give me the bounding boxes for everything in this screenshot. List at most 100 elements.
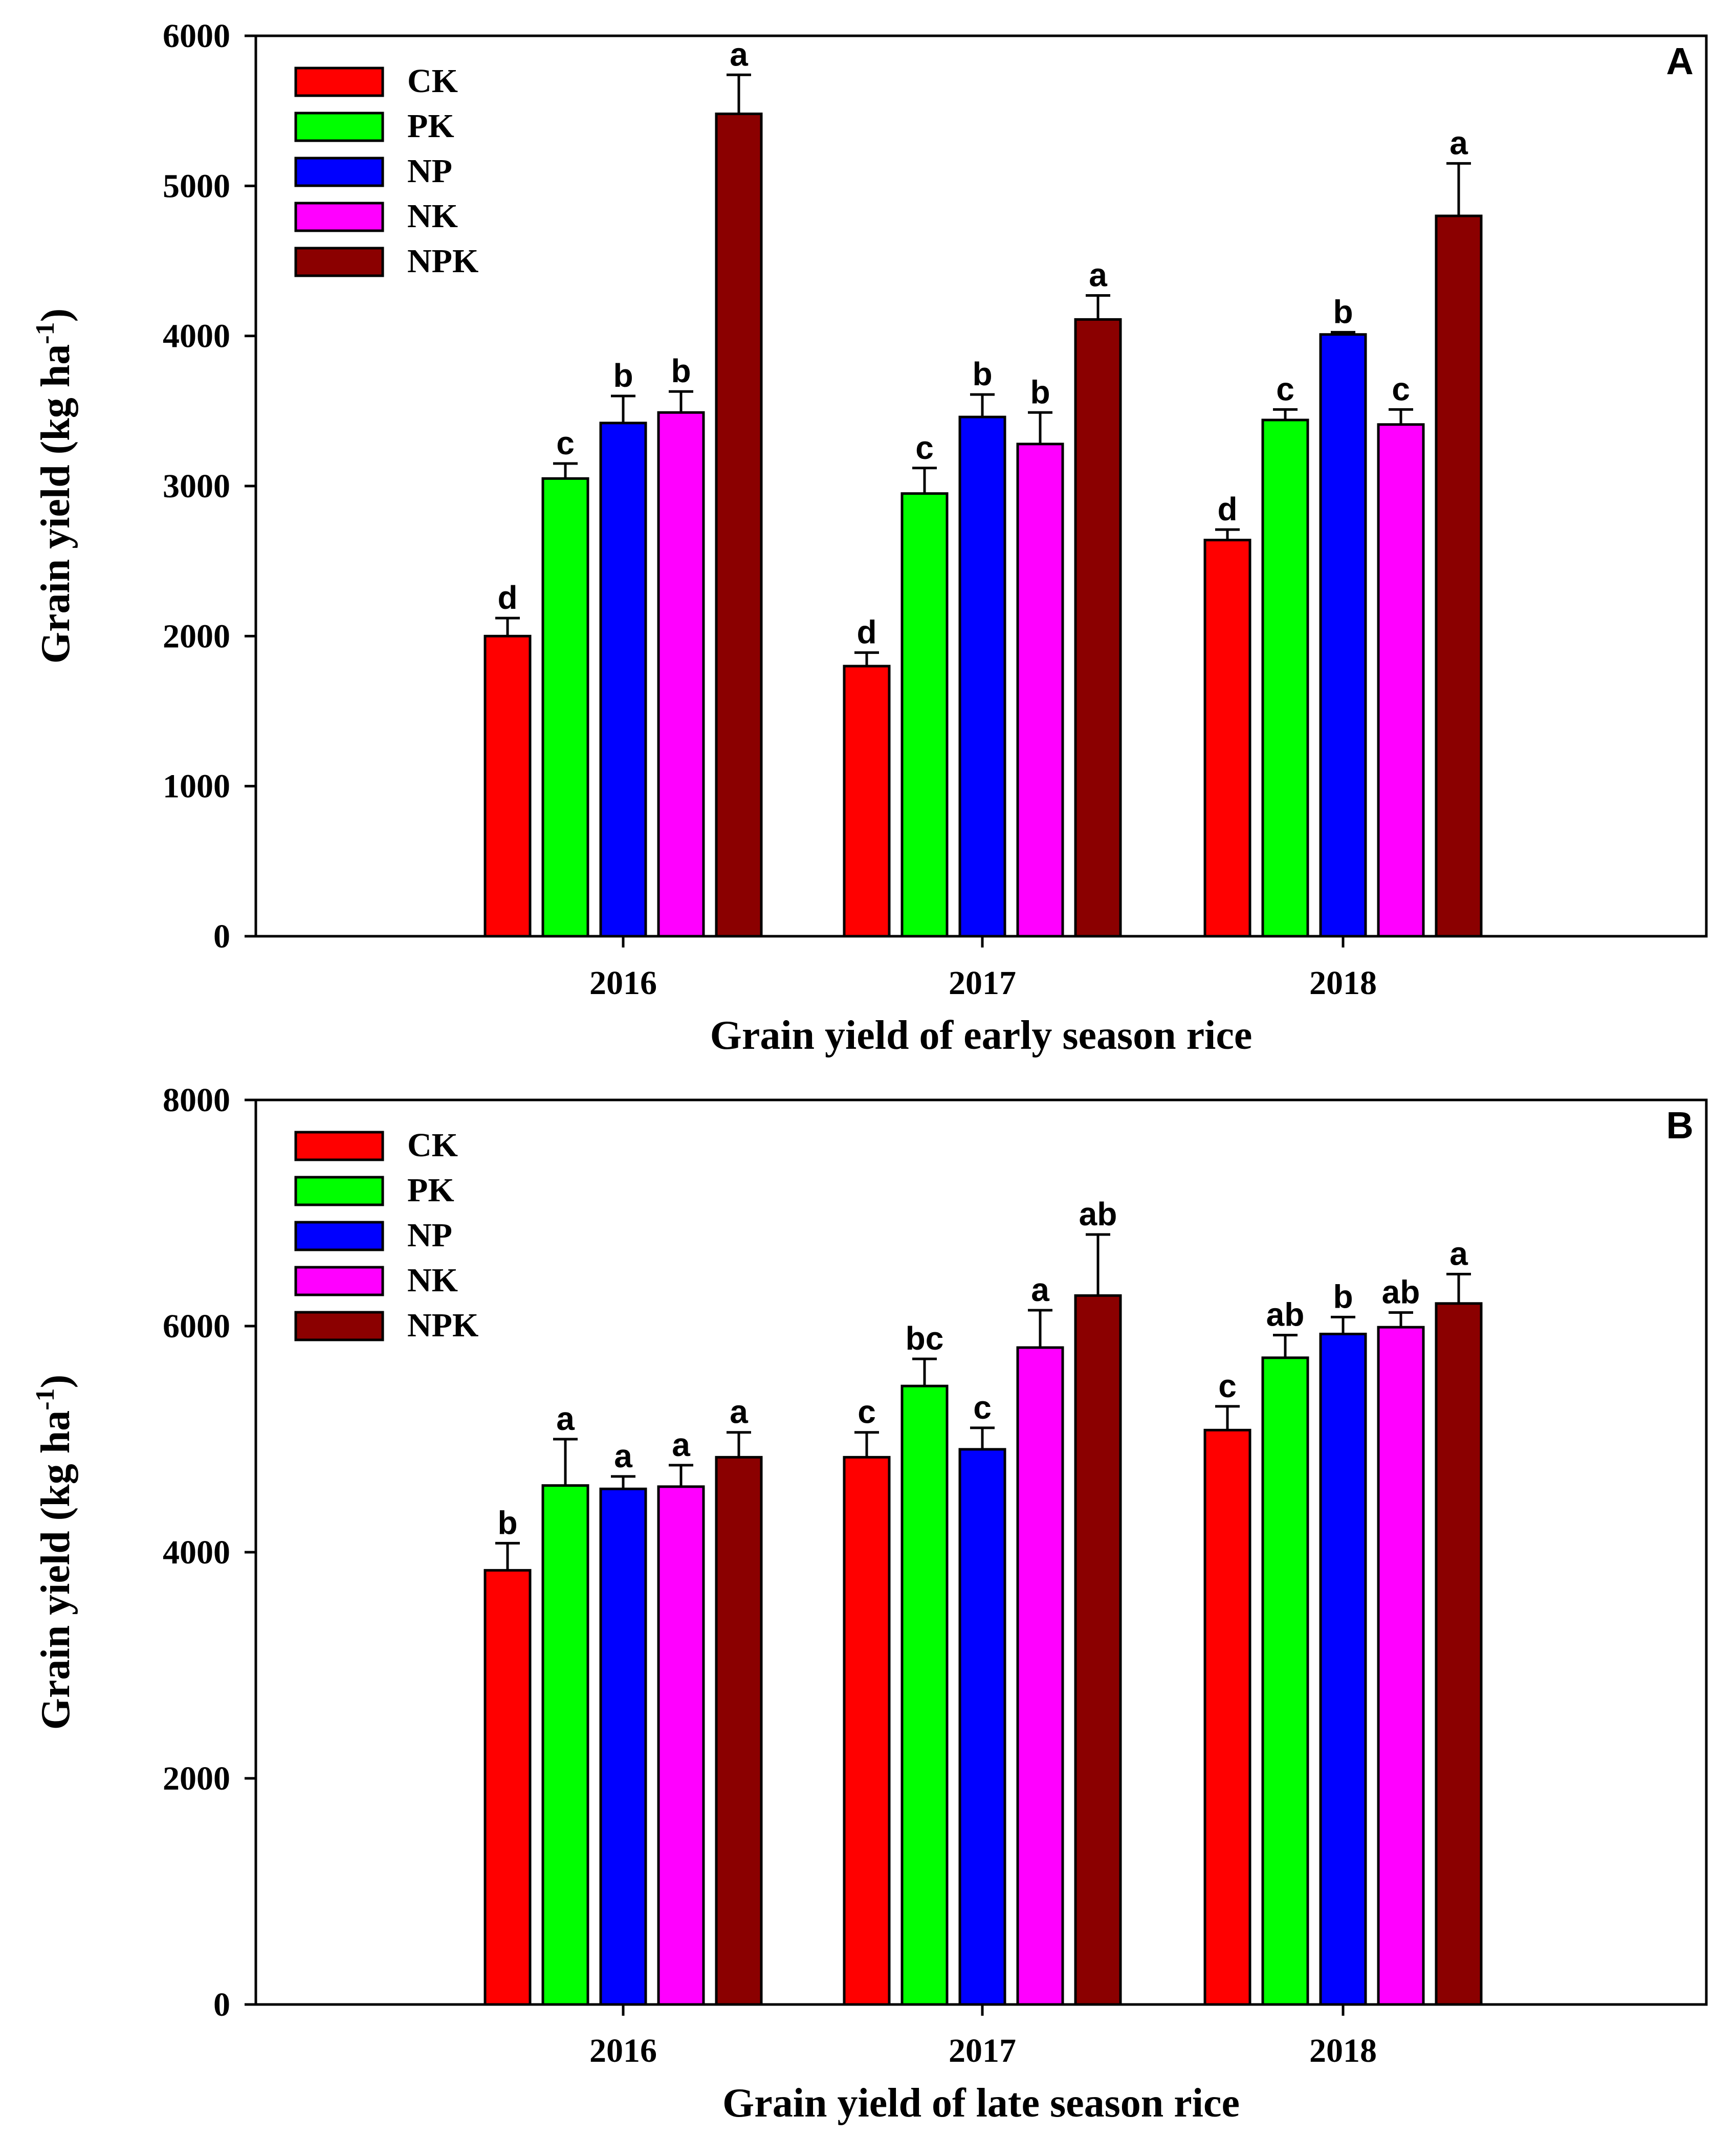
bar-ck-2017 [843,1456,891,2006]
significance-label: ab [1382,1273,1420,1310]
significance-label: d [497,579,517,616]
legend-swatch-nk [294,202,384,232]
legend-swatch-npk [294,247,384,277]
x-axis-label: Grain yield of late season rice [722,2081,1240,2126]
bar-np-2018 [1319,1332,1367,2006]
y-axis-label: Grain yield (kg ha-1) [31,1375,78,1730]
bar-ck-2017 [843,665,891,938]
bar-npk-2018 [1435,214,1483,938]
y-tick-label: 0 [213,1986,230,2023]
legend-label-nk: NK [407,197,458,235]
y-tick-label: 4000 [163,318,230,355]
y-tick-label: 6000 [163,17,230,55]
significance-label: b [671,352,691,389]
y-tick-label: 6000 [163,1308,230,1345]
y-axis-label-main: Grain yield (kg ha [33,1410,78,1730]
bar-pk-2016 [541,1484,589,2006]
legend-label-npk: NPK [407,243,478,280]
bar-nk-2018 [1377,423,1425,938]
bar-ck-2018 [1203,1428,1251,2006]
legend-label-pk: PK [407,107,454,145]
significance-label: b [613,357,633,394]
legend-swatch-nk [294,1266,384,1296]
significance-label: c [973,1389,992,1426]
bar-np-2016 [599,422,647,938]
chart-panel-b: 0 2000 4000 6000 8000 2016 2017 2018 Grain yield… [31,1082,1708,2126]
x-axis-label: Grain yield of early season rice [710,1013,1252,1058]
x-tick-label: 2018 [1309,2032,1377,2069]
bar-np-2017 [958,1448,1006,2006]
significance-label: c [1276,370,1294,407]
significance-label: b [972,356,992,392]
legend-swatch-np [294,1221,384,1251]
bar-pk-2017 [900,1384,949,2006]
significance-label: d [856,614,876,651]
significance-label: d [1217,491,1237,527]
significance-label: c [915,429,934,466]
x-tick-label: 2016 [589,964,657,1002]
x-tick-label: 2017 [949,964,1016,1002]
significance-label: ab [1266,1296,1305,1333]
significance-label: ab [1079,1196,1117,1232]
bar-npk-2018 [1435,1302,1483,2006]
bar-ck-2018 [1203,539,1251,938]
legend-label-ck: CK [407,62,458,100]
bar-npk-2016 [715,113,763,938]
significance-label: c [556,425,575,461]
significance-label: a [1449,1235,1468,1272]
bar-ck-2016 [484,634,532,938]
chart-panel-a: 0 1000 2000 3000 4000 5000 6000 2016 2017 2018 Gra… [31,17,1708,1058]
legend-label-np: NP [407,152,452,190]
y-tick-label: 2000 [163,618,230,655]
bar-nk-2017 [1016,1346,1064,2006]
y-tick-label: 3000 [163,468,230,505]
bar-np-2016 [599,1487,647,2006]
bar-nk-2016 [657,1485,705,2006]
bar-npk-2017 [1074,1294,1122,2006]
legend: CK PK NP NK NPK [294,62,478,280]
significance-label: c [1392,370,1410,407]
legend: CK PK NP NK NPK [294,1127,478,1344]
significance-label: a [1449,124,1468,161]
legend-swatch-pk [294,1176,384,1206]
bar-nk-2017 [1016,443,1064,938]
significance-label: a [1089,256,1107,293]
y-axis-label-main: Grain yield (kg ha [33,344,78,664]
significance-label: b [497,1504,517,1541]
legend-label-nk: NK [407,1262,458,1299]
significance-label: bc [906,1320,944,1357]
x-tick-label: 2018 [1309,964,1377,1002]
legend-label-np: NP [407,1217,452,1254]
bar-nk-2016 [657,411,705,938]
significance-label: a [730,36,748,73]
significance-label: a [556,1400,575,1437]
y-tick-label: 4000 [163,1534,230,1571]
bar-pk-2017 [900,492,949,938]
significance-label: a [672,1426,690,1463]
panel-letter: B [1666,1104,1694,1147]
bar-pk-2016 [541,477,589,938]
significance-label: b [1030,373,1050,410]
legend-swatch-np [294,157,384,187]
legend-swatch-pk [294,112,384,142]
legend-label-pk: PK [407,1172,454,1209]
bar-np-2018 [1319,333,1367,938]
y-tick-label: 5000 [163,167,230,205]
legend-swatch-ck [294,67,384,97]
significance-label: a [730,1394,748,1430]
significance-label: b [1333,1278,1353,1315]
legend-swatch-npk [294,1311,384,1341]
legend-label-npk: NPK [407,1307,478,1344]
bar-np-2017 [958,415,1006,938]
y-tick-label: 1000 [163,768,230,805]
y-axis-label-close: ) [33,1375,78,1388]
x-tick-label: 2016 [589,2032,657,2069]
y-axis-label: Grain yield (kg ha-1) [31,308,78,664]
y-axis-label-superscript: -1 [31,1388,60,1410]
significance-label: c [1218,1368,1237,1404]
significance-label: a [1031,1271,1049,1308]
y-tick-label: 8000 [163,1082,230,1119]
panel-letter: A [1666,40,1694,82]
bar-npk-2017 [1074,318,1122,938]
